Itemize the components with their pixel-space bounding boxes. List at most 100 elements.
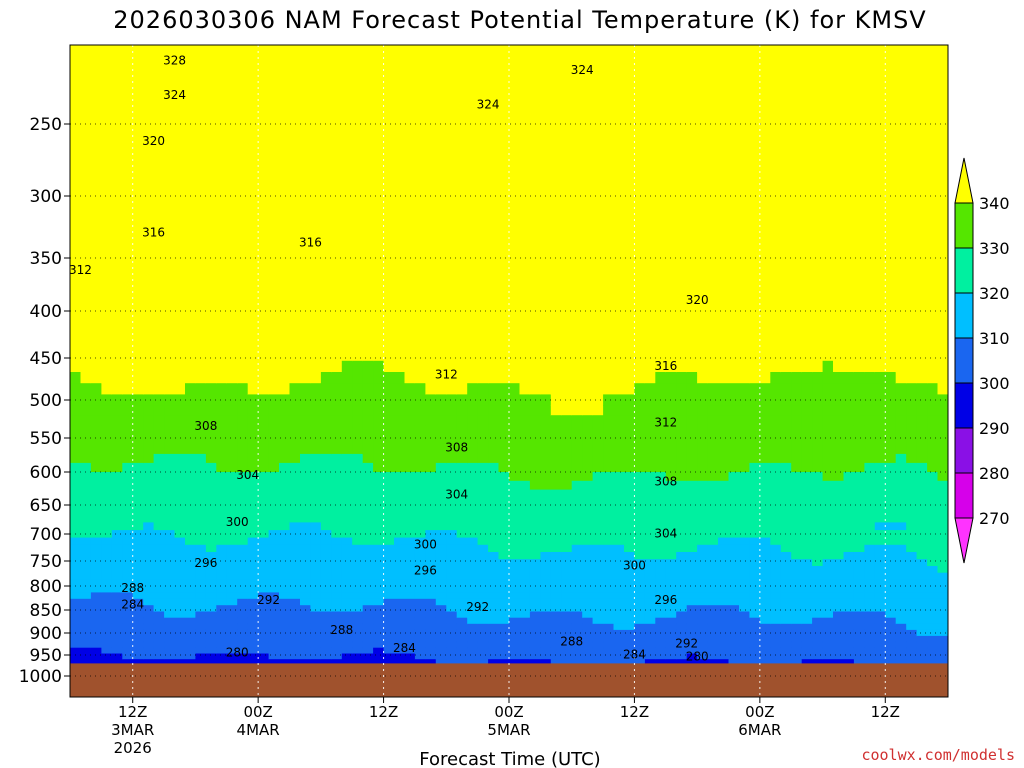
field-cell [728, 415, 740, 426]
field-cell [853, 498, 865, 508]
field-cell [529, 611, 541, 619]
field-cell [101, 598, 113, 606]
field-cell [718, 480, 730, 491]
field-cell [289, 66, 301, 88]
field-cell [80, 586, 92, 593]
field-cell [279, 204, 291, 222]
field-cell [80, 659, 92, 666]
field-cell [603, 45, 615, 67]
field-cell [519, 108, 531, 130]
field-cell [812, 647, 824, 655]
field-cell [739, 579, 751, 587]
field-cell [634, 415, 646, 426]
field-cell [143, 623, 155, 631]
field-cell [205, 629, 217, 637]
field-cell [843, 167, 855, 187]
field-cell [718, 383, 730, 395]
field-cell [916, 425, 928, 436]
field-cell [697, 415, 709, 426]
field-cell [812, 444, 824, 455]
field-cell [111, 311, 123, 325]
field-cell [874, 66, 886, 88]
field-cell [216, 66, 228, 88]
field-cell [362, 514, 374, 523]
field-cell [164, 641, 176, 649]
field-cell [237, 579, 249, 587]
field-cell [111, 323, 123, 337]
field-cell [697, 336, 709, 350]
field-cell [446, 472, 458, 482]
field-cell [728, 204, 740, 222]
field-cell [655, 237, 667, 255]
field-cell [352, 220, 364, 238]
field-cell [352, 167, 364, 187]
field-cell [874, 336, 886, 350]
field-cell [571, 311, 583, 325]
field-cell [571, 611, 583, 619]
field-cell [362, 167, 374, 187]
field-cell [195, 552, 207, 560]
field-cell [435, 537, 447, 546]
field-cell [550, 394, 562, 406]
field-cell [592, 559, 604, 567]
field-cell [571, 572, 583, 580]
field-cell [853, 204, 865, 222]
field-cell [634, 617, 646, 625]
field-cell [655, 635, 667, 643]
field-cell [425, 253, 437, 270]
field-cell [728, 522, 740, 531]
field-cell [707, 598, 719, 606]
field-cell [644, 45, 656, 67]
field-cell [571, 605, 583, 613]
field-cell [801, 148, 813, 168]
field-cell [634, 282, 646, 298]
field-cell [509, 323, 521, 337]
field-cell [467, 128, 479, 149]
field-cell [90, 659, 102, 666]
field-cell [728, 586, 740, 593]
field-cell [195, 544, 207, 553]
field-cell [697, 605, 709, 613]
field-cell [697, 383, 709, 395]
field-cell [676, 605, 688, 613]
field-cell [488, 514, 500, 523]
field-cell [310, 611, 322, 619]
field-cell [205, 128, 217, 149]
field-cell [216, 641, 228, 649]
field-cell [686, 635, 698, 643]
field-cell [341, 586, 353, 593]
field-cell [791, 635, 803, 643]
field-cell [592, 372, 604, 384]
field-cell [373, 311, 385, 325]
field-cell [226, 566, 238, 574]
field-cell [655, 87, 667, 109]
field-cell [122, 544, 134, 553]
field-cell [582, 425, 594, 436]
field-cell [300, 444, 312, 455]
field-cell [268, 425, 280, 436]
field-cell [341, 220, 353, 238]
field-cell [665, 537, 677, 546]
field-cell [519, 348, 531, 362]
field-cell [749, 453, 761, 464]
field-cell [624, 617, 636, 625]
field-cell [383, 268, 395, 284]
field-cell [331, 444, 343, 455]
field-cell [435, 87, 447, 109]
field-cell [770, 268, 782, 284]
field-cell [195, 415, 207, 426]
field-cell [362, 611, 374, 619]
field-cell [780, 66, 792, 88]
field-cell [550, 311, 562, 325]
field-cell [498, 311, 510, 325]
field-cell [624, 462, 636, 473]
field-cell [874, 128, 886, 149]
field-cell [300, 559, 312, 567]
field-cell [488, 237, 500, 255]
field-cell [331, 186, 343, 205]
field-cell [341, 425, 353, 436]
field-cell [770, 659, 782, 666]
field-cell [718, 579, 730, 587]
field-cell [101, 425, 113, 436]
field-cell [383, 372, 395, 384]
